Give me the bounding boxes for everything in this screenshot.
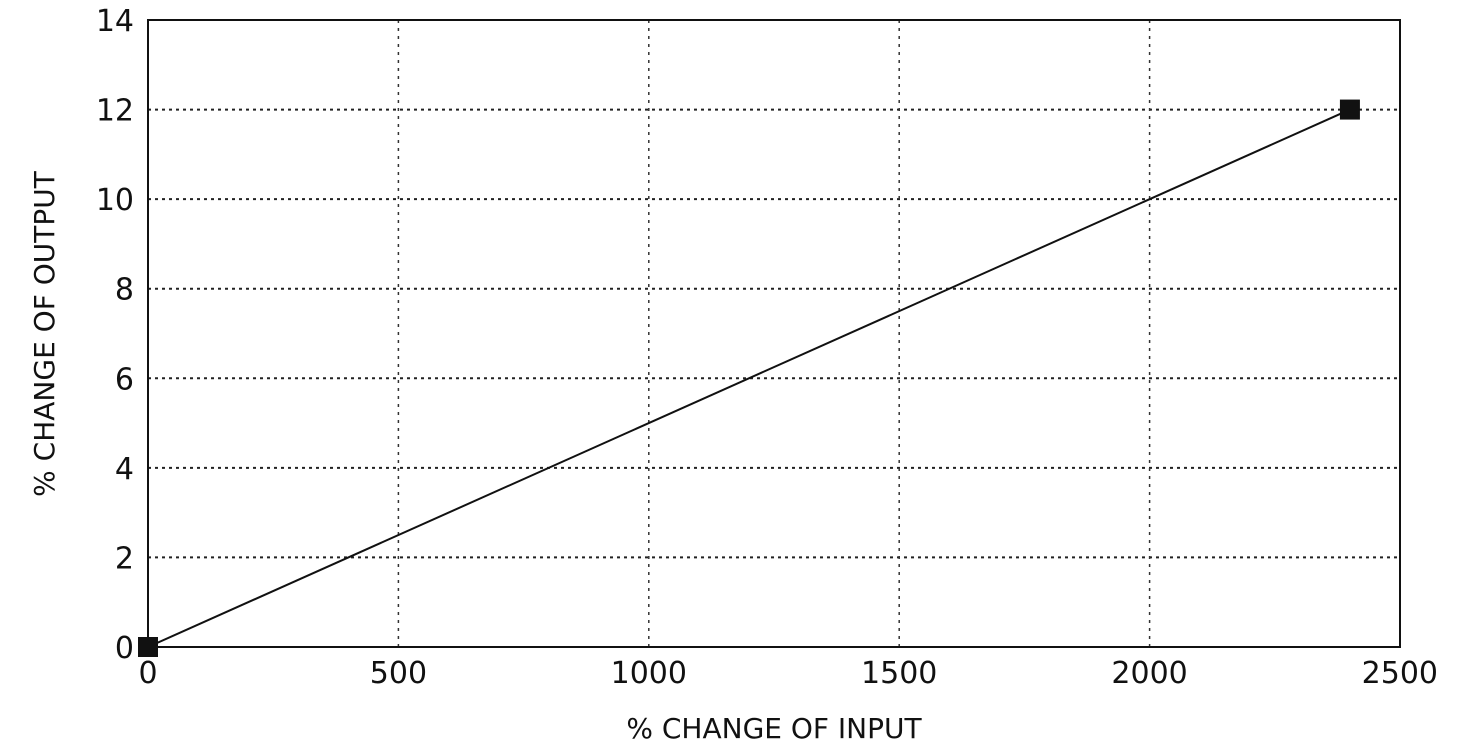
y-tick-label: 12 — [96, 94, 134, 129]
grid-lines — [148, 20, 1400, 647]
y-tick-label: 2 — [115, 541, 134, 576]
x-tick-label: 0 — [138, 656, 157, 691]
series-line — [147, 108, 1351, 648]
data-point-marker — [1339, 99, 1360, 120]
y-tick-label: 8 — [115, 273, 134, 308]
y-tick-label: 4 — [115, 452, 134, 487]
y-axis-title: % CHANGE OF OUTPUT — [28, 170, 61, 497]
y-tick-labels: 0 2 4 6 8 10 12 14 — [96, 4, 134, 666]
x-tick-labels: 0 500 1000 1500 2000 2500 — [138, 656, 1438, 691]
y-tick-label: 0 — [115, 631, 134, 666]
x-tick-label: 500 — [370, 656, 427, 691]
x-tick-label: 1500 — [861, 656, 937, 691]
x-tick-label: 2000 — [1111, 656, 1187, 691]
data-point-marker — [138, 637, 158, 657]
x-tick-label: 1000 — [611, 656, 687, 691]
series-group — [138, 99, 1360, 657]
plot-frame — [147, 19, 1401, 648]
x-axis-title: % CHANGE OF INPUT — [626, 712, 922, 745]
y-tick-label: 10 — [96, 183, 134, 218]
y-tick-label: 6 — [115, 362, 134, 397]
x-tick-label: 2500 — [1362, 656, 1438, 691]
y-tick-label: 14 — [96, 4, 134, 39]
